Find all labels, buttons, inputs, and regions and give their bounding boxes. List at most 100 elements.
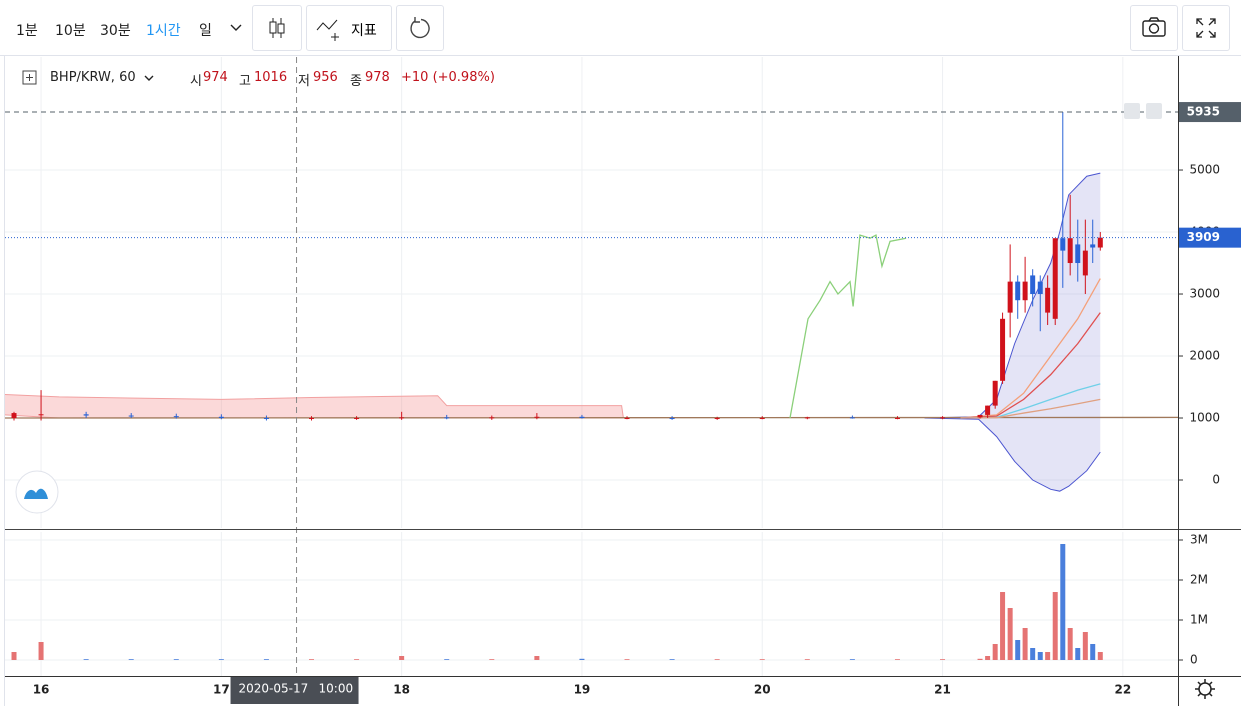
volume-bar [1045,652,1051,660]
settings-icon[interactable] [1195,679,1215,699]
high-value: 1016 [254,70,288,85]
candle-body [173,416,179,418]
volume-bar [83,659,89,660]
price-tag-label: 3909 [1187,230,1220,244]
high-label: 고 [239,74,251,89]
band-fill [924,173,1101,492]
chevron[interactable] [229,22,243,34]
chart: 1617181920212201000200030004000500001M2M… [4,56,1241,706]
candle-body [354,418,360,420]
legend [22,70,38,87]
y-tick-label: 5000 [1189,163,1220,177]
interval[interactable]: 10분 [55,23,86,39]
volume-bar [1015,640,1021,660]
x-tick-label: 17 [213,683,230,697]
candle-body [1030,275,1036,295]
refresh-icon [410,17,430,39]
interval[interactable]: 1시간 [146,23,181,39]
volume-bar [1022,628,1028,660]
candle-body [218,416,224,419]
candle-body [849,417,855,419]
candle-icon [269,18,285,38]
scroll-button[interactable] [1146,103,1162,119]
candle-body [489,417,495,419]
candle-body [669,418,675,420]
candle-body [992,380,998,406]
volume-bar [579,658,585,660]
volume-bar [1090,644,1096,660]
candle-body [11,413,17,419]
candle-body [894,418,900,420]
y-tick-label: 3000 [1189,287,1220,301]
candle-body [1082,250,1088,276]
volume-bar [1052,592,1058,660]
candle-body [940,417,946,419]
open-label: 시 [190,74,202,89]
indicator-icon [316,19,339,41]
candle-body [83,414,89,416]
volume-tick-label: 0 [1190,653,1198,667]
open-value: 974 [203,70,228,85]
volume-bar [354,659,360,660]
volume-bar [1000,592,1006,660]
crosshair-tag [230,676,359,704]
candle-body [1022,281,1028,301]
y-tick-label: 2000 [1189,349,1220,363]
interval[interactable]: 1분 [16,23,38,39]
price-tag [1179,102,1241,123]
candle-body [38,414,44,416]
refresh-button[interactable] [396,5,444,51]
volume-bar [849,659,855,660]
fullscreen-button[interactable] [1182,5,1230,51]
y-tick-label: 0 [1212,473,1220,487]
indicators-button[interactable]: 지표 [306,5,392,51]
camera-icon [1142,17,1166,37]
candle-body [399,417,405,419]
candle-body [263,418,269,420]
volume-bar [11,652,17,660]
logo [24,488,48,499]
candle-body [1045,287,1051,313]
chart-type-button[interactable] [252,5,302,51]
candle-body [759,418,765,420]
price-tag-label: 5935 [1187,105,1220,119]
symbol[interactable]: BHP/KRW, 60 [50,70,136,85]
indicator-line [5,416,1178,419]
interval[interactable]: 일 [199,23,212,39]
low-value: 956 [313,70,338,85]
interval[interactable]: 30분 [100,23,131,39]
indicator-line [960,398,1101,419]
volume-tick-label: 2M [1190,573,1208,587]
close-label: 종 [350,74,362,89]
volume-bar [894,659,900,660]
candle-body [444,417,450,419]
volume-tick-label: 1M [1190,613,1208,627]
volume-bar [309,659,315,660]
volume-bar [218,659,224,660]
scroll-button[interactable] [1124,103,1140,119]
screenshot-button[interactable] [1130,5,1178,51]
volume-bar [1007,608,1013,660]
change: +10 (+0.98%) [401,70,495,85]
candle-body [1052,238,1058,319]
x-tick-label: 18 [393,683,410,697]
x-tick-label: 19 [574,683,591,697]
band-lower [924,417,1101,492]
volume-bar [1097,652,1103,660]
candle-body [624,418,630,420]
volume-bar [38,642,44,660]
volume-tick-label: 3M [1190,533,1208,547]
volume-bar [399,656,405,660]
volume-bar [489,659,495,660]
candle-body [804,417,810,419]
collapse-icon[interactable] [22,70,38,86]
candle-body [1090,244,1096,248]
volume-bar [669,659,675,660]
candle-body [534,416,540,418]
candle-body [1007,281,1013,313]
volume-bar [985,656,991,660]
candle-body [128,415,134,417]
candle-body [985,405,991,415]
chevron[interactable] [143,73,155,83]
